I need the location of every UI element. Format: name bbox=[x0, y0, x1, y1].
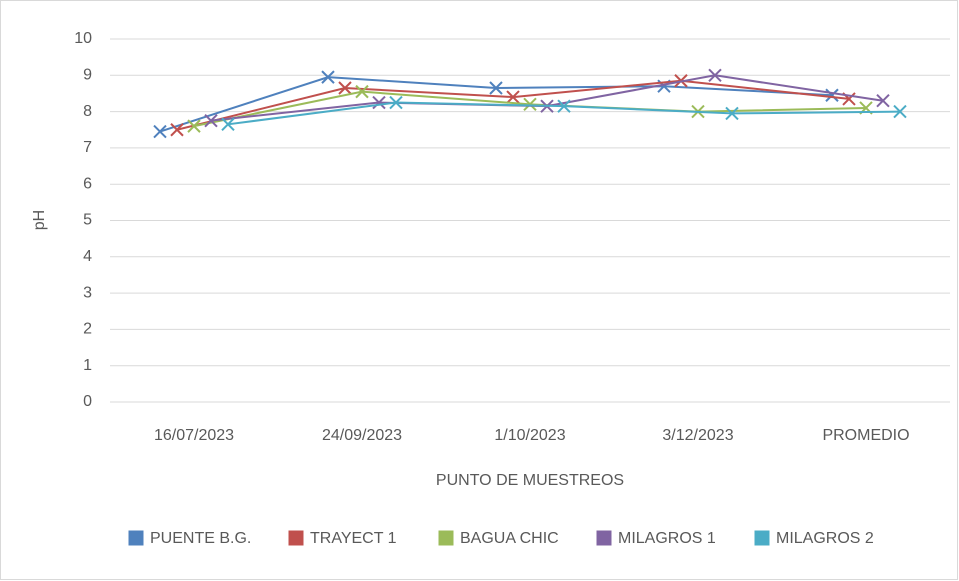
point-marker bbox=[355, 84, 369, 99]
legend-swatch bbox=[753, 529, 771, 547]
point-marker bbox=[372, 95, 386, 110]
x-tick-label: 16/07/2023 bbox=[154, 427, 234, 444]
point-marker bbox=[708, 68, 722, 83]
legend-swatch bbox=[595, 529, 613, 547]
x-axis-label: PUNTO DE MUESTREOS bbox=[436, 472, 624, 489]
y-tick-label: 6 bbox=[83, 175, 92, 192]
point-marker bbox=[893, 104, 907, 119]
point-marker bbox=[204, 113, 218, 128]
legend-label: MILAGROS 2 bbox=[776, 530, 874, 547]
y-tick-label: 9 bbox=[83, 67, 92, 84]
legend-label: BAGUA CHIC bbox=[460, 530, 559, 547]
y-tick-label: 5 bbox=[83, 212, 92, 229]
legend-swatch bbox=[437, 529, 455, 547]
point-marker bbox=[489, 81, 503, 95]
point-marker bbox=[876, 94, 890, 108]
point-marker bbox=[321, 70, 335, 84]
legend-label: MILAGROS 1 bbox=[618, 530, 716, 547]
point-marker bbox=[153, 124, 167, 139]
x-tick-label: 1/10/2023 bbox=[494, 427, 565, 444]
point-marker bbox=[825, 88, 839, 102]
legend-swatch bbox=[127, 529, 145, 547]
point-marker bbox=[338, 81, 352, 95]
x-tick-label: 3/12/2023 bbox=[662, 427, 733, 444]
point-marker bbox=[187, 119, 201, 133]
point-marker bbox=[725, 106, 739, 121]
legend-label: PUENTE B.G. bbox=[150, 530, 251, 547]
y-tick-label: 7 bbox=[83, 139, 92, 156]
y-tick-label: 4 bbox=[83, 248, 92, 265]
point-marker bbox=[221, 117, 235, 132]
x-tick-label: PROMEDIO bbox=[822, 427, 909, 444]
y-tick-label: 2 bbox=[83, 321, 92, 338]
y-axis-label: pH bbox=[31, 210, 48, 230]
y-tick-label: 3 bbox=[83, 284, 92, 301]
x-tick-label: 24/09/2023 bbox=[322, 427, 402, 444]
point-marker bbox=[557, 99, 571, 113]
y-tick-label: 1 bbox=[83, 357, 92, 374]
y-tick-label: 8 bbox=[83, 103, 92, 120]
y-tick-label: 10 bbox=[74, 30, 92, 47]
y-tick-label: 0 bbox=[83, 393, 92, 410]
point-marker bbox=[389, 95, 403, 110]
legend-swatch bbox=[287, 529, 305, 547]
point-marker bbox=[170, 123, 184, 137]
legend-label: TRAYECT 1 bbox=[310, 530, 397, 547]
point-marker bbox=[506, 90, 520, 104]
point-marker bbox=[523, 97, 537, 112]
